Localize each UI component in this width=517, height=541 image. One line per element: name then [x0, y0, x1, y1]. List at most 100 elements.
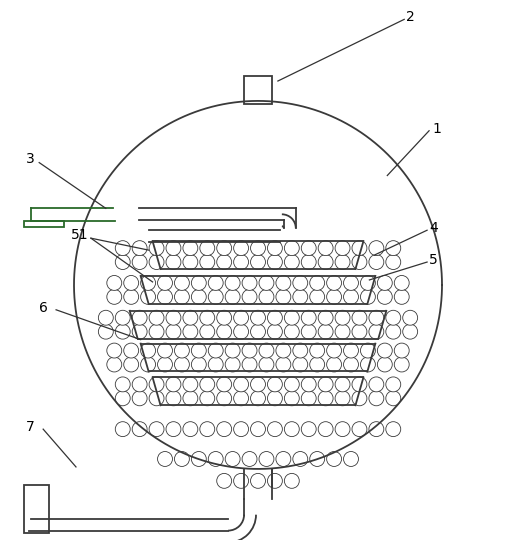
Circle shape	[141, 357, 156, 372]
Circle shape	[225, 343, 240, 358]
Circle shape	[284, 421, 299, 437]
Circle shape	[158, 275, 173, 291]
Circle shape	[386, 241, 401, 255]
Circle shape	[318, 421, 333, 437]
Circle shape	[318, 391, 333, 406]
Circle shape	[352, 311, 367, 325]
Circle shape	[217, 311, 232, 325]
Circle shape	[301, 255, 316, 269]
Circle shape	[149, 377, 164, 392]
Circle shape	[386, 421, 401, 437]
Circle shape	[293, 357, 308, 372]
Circle shape	[166, 241, 181, 255]
Circle shape	[174, 357, 189, 372]
Circle shape	[107, 357, 121, 372]
Text: 2: 2	[406, 10, 415, 24]
Circle shape	[310, 343, 325, 358]
Circle shape	[386, 377, 401, 392]
Circle shape	[284, 241, 299, 255]
Circle shape	[242, 275, 257, 291]
Circle shape	[174, 452, 189, 466]
Circle shape	[369, 324, 384, 339]
Circle shape	[369, 377, 384, 392]
Circle shape	[183, 311, 198, 325]
Circle shape	[141, 343, 156, 358]
Circle shape	[352, 377, 367, 392]
Circle shape	[98, 324, 113, 339]
Circle shape	[115, 241, 130, 255]
Circle shape	[174, 275, 189, 291]
Circle shape	[251, 241, 265, 255]
Circle shape	[200, 377, 215, 392]
Circle shape	[242, 452, 257, 466]
Circle shape	[352, 255, 367, 269]
Circle shape	[310, 275, 325, 291]
Circle shape	[124, 289, 139, 305]
Circle shape	[149, 241, 164, 255]
Circle shape	[115, 377, 130, 392]
Circle shape	[191, 289, 206, 305]
Circle shape	[369, 311, 384, 325]
Circle shape	[352, 241, 367, 255]
Circle shape	[386, 255, 401, 269]
Circle shape	[276, 275, 291, 291]
Circle shape	[132, 421, 147, 437]
Circle shape	[158, 357, 173, 372]
Circle shape	[377, 343, 392, 358]
Circle shape	[149, 421, 164, 437]
Circle shape	[259, 357, 274, 372]
Circle shape	[394, 343, 409, 358]
Circle shape	[234, 391, 249, 406]
Circle shape	[259, 452, 274, 466]
Circle shape	[318, 311, 333, 325]
Circle shape	[310, 289, 325, 305]
Circle shape	[352, 391, 367, 406]
Circle shape	[369, 421, 384, 437]
Circle shape	[369, 241, 384, 255]
Text: 1: 1	[432, 122, 441, 136]
Circle shape	[267, 255, 282, 269]
Circle shape	[166, 377, 181, 392]
Circle shape	[360, 343, 375, 358]
Bar	[24, 485, 49, 532]
Circle shape	[343, 275, 358, 291]
Circle shape	[183, 241, 198, 255]
Circle shape	[276, 357, 291, 372]
Circle shape	[158, 289, 173, 305]
Circle shape	[335, 241, 350, 255]
Circle shape	[166, 255, 181, 269]
Circle shape	[284, 473, 299, 489]
Circle shape	[360, 357, 375, 372]
Circle shape	[403, 324, 418, 339]
Circle shape	[166, 311, 181, 325]
Circle shape	[98, 311, 113, 325]
Circle shape	[369, 391, 384, 406]
Circle shape	[259, 275, 274, 291]
Text: 6: 6	[39, 301, 48, 315]
Circle shape	[335, 421, 350, 437]
Circle shape	[191, 275, 206, 291]
Circle shape	[200, 241, 215, 255]
Circle shape	[242, 289, 257, 305]
Circle shape	[310, 452, 325, 466]
Circle shape	[149, 324, 164, 339]
Circle shape	[394, 289, 409, 305]
Circle shape	[267, 324, 282, 339]
Circle shape	[267, 377, 282, 392]
Text: 51: 51	[71, 228, 88, 242]
Circle shape	[191, 452, 206, 466]
Circle shape	[251, 311, 265, 325]
Circle shape	[284, 311, 299, 325]
Circle shape	[327, 357, 342, 372]
Circle shape	[149, 311, 164, 325]
Circle shape	[335, 311, 350, 325]
Circle shape	[386, 391, 401, 406]
Circle shape	[327, 452, 342, 466]
Circle shape	[132, 377, 147, 392]
Circle shape	[158, 343, 173, 358]
Circle shape	[183, 255, 198, 269]
Circle shape	[343, 289, 358, 305]
Circle shape	[132, 311, 147, 325]
Circle shape	[318, 324, 333, 339]
Circle shape	[394, 275, 409, 291]
